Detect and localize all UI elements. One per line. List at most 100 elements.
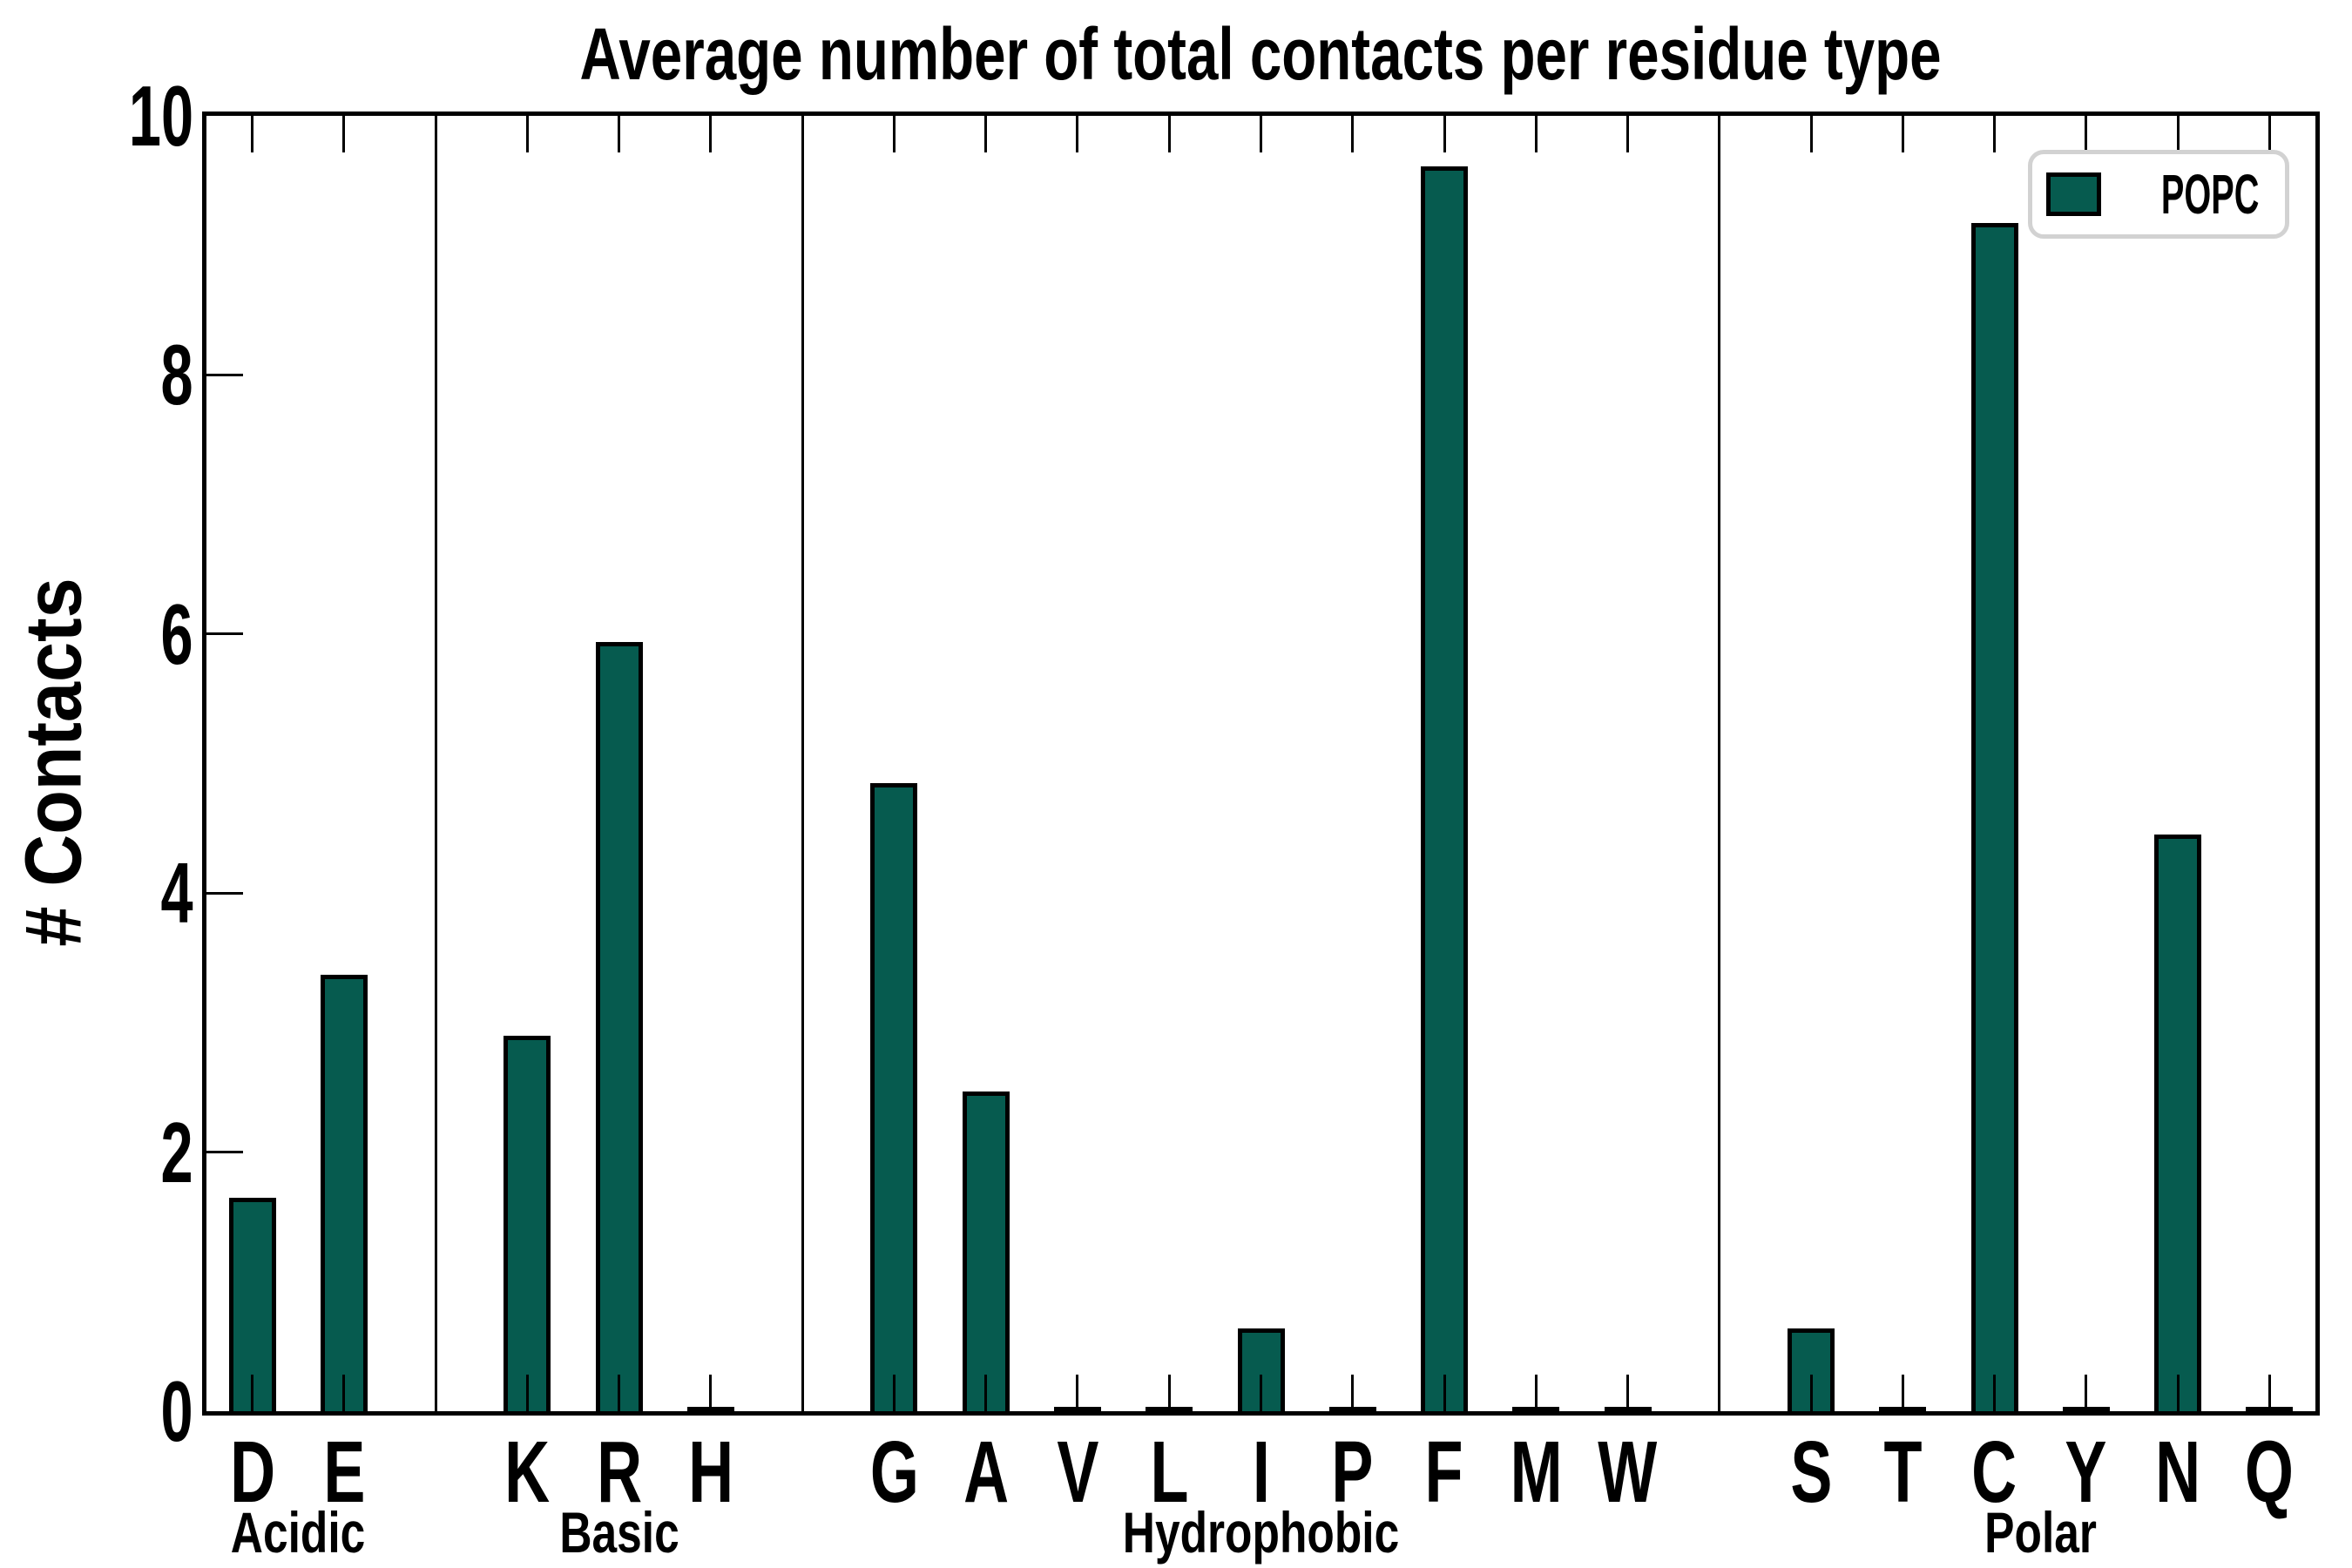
chart-title-text: Average number of total contacts per res… [579, 13, 1943, 95]
x-tick-mark-top [2268, 116, 2271, 152]
y-tick-label-2: 2 [145, 1104, 193, 1200]
plot-area: POPC [202, 112, 2320, 1416]
bar-K [504, 1036, 551, 1411]
x-tick-label-R: R [558, 1429, 680, 1516]
group-label-hydrophobic: Hydrophobic [983, 1504, 1540, 1561]
x-tick-mark-bottom [1718, 1375, 1721, 1411]
x-tick-label-Y: Y [2025, 1429, 2147, 1516]
x-tick-label-V: V [1017, 1429, 1139, 1516]
x-tick-mark-bottom [434, 1375, 437, 1411]
x-tick-mark-top [984, 116, 988, 152]
x-tick-label-L: L [1108, 1429, 1230, 1516]
x-tick-label-M: M [1475, 1429, 1597, 1516]
x-tick-mark-top [525, 116, 529, 152]
y-tick-label-10: 10 [98, 73, 193, 159]
group-label-polar-text: Polar [1984, 1500, 2097, 1565]
y-tick-label-8: 8 [145, 327, 193, 423]
x-tick-mark-bottom [1626, 1375, 1630, 1411]
x-tick-mark-top [1443, 116, 1446, 152]
y-tick-label-0-text: 0 [160, 1363, 193, 1459]
y-tick-mark [206, 632, 243, 636]
x-tick-label-E-text: E [322, 1423, 365, 1521]
x-tick-label-L-text: L [1150, 1423, 1189, 1521]
y-tick-label-8-text: 8 [160, 327, 193, 423]
x-tick-label-D-text: D [229, 1423, 275, 1521]
y-tick-label-2-text: 2 [160, 1104, 193, 1200]
x-tick-label-F-text: F [1425, 1423, 1464, 1521]
x-tick-label-W: W [1567, 1429, 1689, 1516]
legend-label: POPC [2160, 163, 2259, 226]
legend-swatch [2046, 172, 2101, 216]
x-tick-mark-top [2176, 116, 2180, 152]
group-label-basic: Basic [341, 1504, 898, 1561]
x-tick-label-V-text: V [1056, 1423, 1098, 1521]
x-tick-mark-bottom [618, 1375, 621, 1411]
x-tick-label-Q-text: Q [2245, 1423, 2295, 1521]
group-divider [801, 116, 804, 1411]
x-tick-mark-bottom [1260, 1375, 1262, 1411]
x-tick-label-A-text: A [963, 1423, 1009, 1521]
x-tick-label-T-text: T [1883, 1423, 1923, 1521]
group-label-acidic: Acidic [19, 1504, 577, 1561]
y-tick-label-0: 0 [145, 1363, 193, 1459]
x-tick-label-P-text: P [1331, 1423, 1374, 1521]
group-divider [434, 116, 437, 1411]
y-axis-label-text: # Contacts [9, 578, 98, 947]
x-tick-mark-top [342, 116, 346, 152]
x-tick-label-Y-text: Y [2065, 1423, 2107, 1521]
x-tick-mark-top [251, 116, 254, 152]
x-tick-mark-top [2085, 116, 2088, 152]
x-tick-mark-bottom [1534, 1375, 1538, 1411]
x-tick-mark-bottom [1809, 1375, 1813, 1411]
x-tick-label-I: I [1200, 1429, 1322, 1516]
x-tick-mark-top [1351, 116, 1355, 152]
x-tick-label-E: E [283, 1429, 405, 1516]
x-tick-mark-bottom [892, 1375, 896, 1411]
x-tick-label-K: K [466, 1429, 588, 1516]
x-tick-mark-bottom [1076, 1375, 1079, 1411]
x-tick-label-D: D [192, 1429, 314, 1516]
y-tick-mark [206, 1151, 243, 1154]
y-tick-label-4-text: 4 [160, 845, 193, 942]
x-tick-label-S-text: S [1790, 1423, 1833, 1521]
y-tick-label-4: 4 [145, 845, 193, 942]
x-tick-label-N: N [2117, 1429, 2239, 1516]
x-tick-label-H: H [650, 1429, 772, 1516]
group-label-acidic-text: Acidic [230, 1500, 366, 1565]
bar-N [2154, 835, 2202, 1411]
x-tick-mark-top [709, 116, 713, 152]
x-tick-label-W-text: W [1598, 1423, 1658, 1521]
x-tick-label-R-text: R [596, 1423, 642, 1521]
x-tick-mark-bottom [1351, 1375, 1355, 1411]
chart-title: Average number of total contacts per res… [202, 12, 2320, 97]
bar-E [320, 975, 368, 1411]
x-tick-mark-bottom [1901, 1375, 1904, 1411]
x-tick-mark-bottom [1443, 1375, 1446, 1411]
x-tick-mark-top [1076, 116, 1079, 152]
x-tick-label-A: A [925, 1429, 1047, 1516]
bar-F [1421, 166, 1469, 1411]
x-tick-mark-top [1260, 116, 1262, 152]
x-tick-label-G-text: G [869, 1423, 919, 1521]
x-tick-mark-top [1718, 116, 1721, 152]
x-tick-label-N-text: N [2155, 1423, 2201, 1521]
y-tick-mark [206, 891, 243, 895]
x-tick-label-H-text: H [687, 1423, 733, 1521]
x-tick-mark-bottom [2176, 1375, 2180, 1411]
bar-G [870, 783, 918, 1411]
group-label-basic-text: Basic [558, 1500, 679, 1565]
x-tick-mark-top [801, 116, 804, 152]
x-tick-mark-top [1534, 116, 1538, 152]
x-tick-label-Q: Q [2208, 1429, 2330, 1516]
y-tick-label-6-text: 6 [160, 585, 193, 682]
group-label-polar: Polar [1761, 1504, 2319, 1561]
x-tick-label-S: S [1750, 1429, 1872, 1516]
group-divider [1718, 116, 1721, 1411]
x-tick-mark-top [1626, 116, 1630, 152]
x-tick-label-C-text: C [1971, 1423, 2017, 1521]
x-tick-label-C: C [1934, 1429, 2056, 1516]
bar-R [595, 642, 643, 1411]
x-tick-label-G: G [833, 1429, 955, 1516]
x-tick-mark-bottom [2268, 1375, 2271, 1411]
